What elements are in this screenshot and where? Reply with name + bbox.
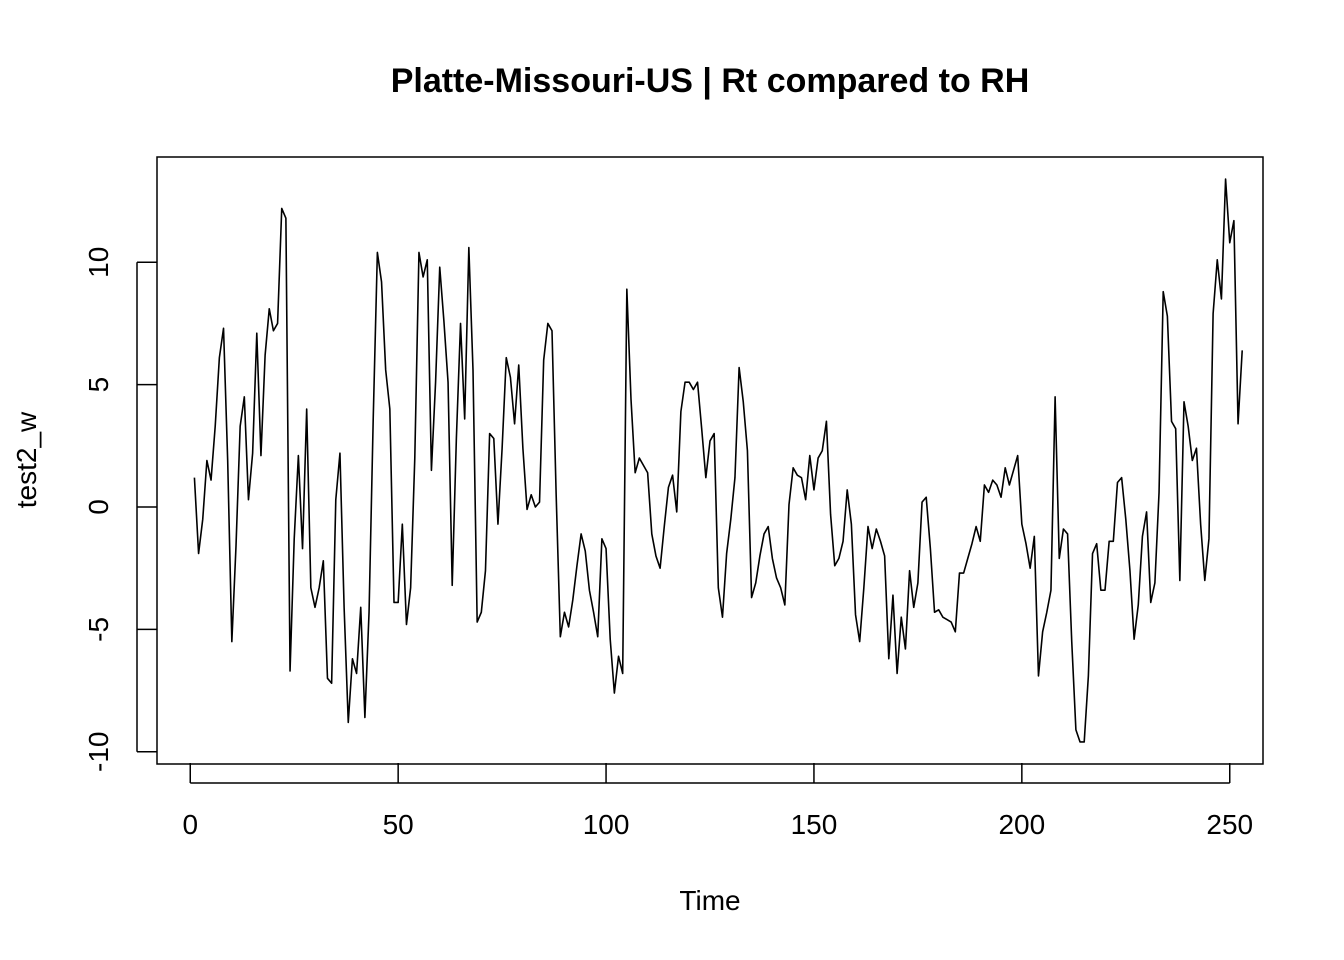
y-tick-label: 10 <box>83 247 114 278</box>
chart-title: Platte-Missouri-US | Rt compared to RH <box>391 62 1030 100</box>
y-tick-label: 5 <box>83 377 114 393</box>
x-axis-label: Time <box>679 885 740 916</box>
plot-frame <box>156 156 1264 765</box>
y-tick-label: -5 <box>83 617 114 642</box>
y-axis: -10 -5 0 5 10 <box>83 247 157 772</box>
x-axis: 0 50 100 150 200 250 <box>182 763 1253 840</box>
x-tick-label: 100 <box>583 809 630 840</box>
y-tick-label: -10 <box>83 732 114 772</box>
x-tick-label: 50 <box>383 809 414 840</box>
x-tick-label: 250 <box>1206 809 1253 840</box>
x-tick-label: 200 <box>998 809 1045 840</box>
series-line <box>193 178 1244 743</box>
x-tick-label: 0 <box>182 809 198 840</box>
y-tick-label: 0 <box>83 499 114 515</box>
y-axis-label: test2_w <box>11 411 42 508</box>
x-tick-label: 150 <box>791 809 838 840</box>
